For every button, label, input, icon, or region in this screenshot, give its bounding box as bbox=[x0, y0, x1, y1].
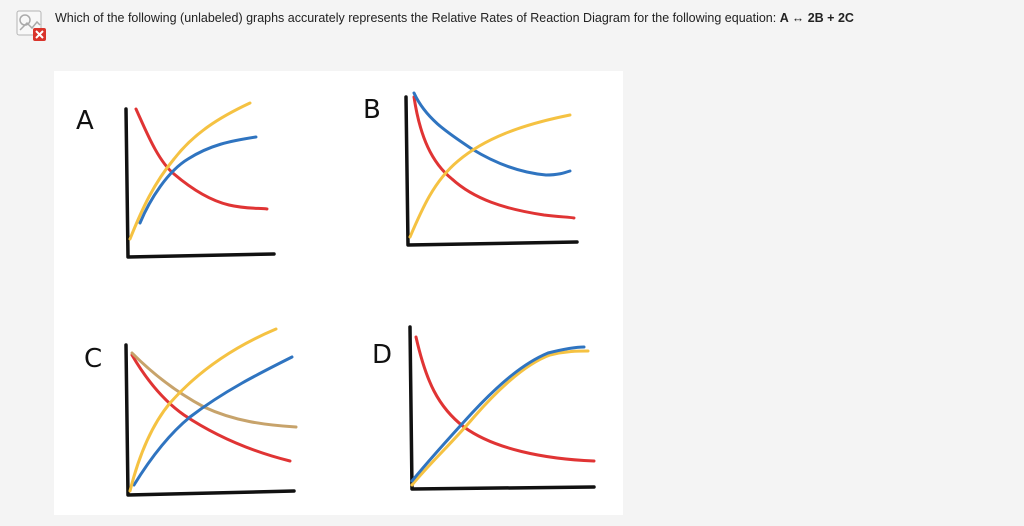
curve-yellow bbox=[128, 101, 252, 241]
question-text: Which of the following (unlabeled) graph… bbox=[55, 11, 854, 25]
axis-lines bbox=[408, 325, 596, 491]
curve-blue bbox=[132, 355, 294, 487]
panel-label-d: D bbox=[372, 340, 392, 370]
panel-c: C bbox=[84, 327, 298, 497]
graphs-svg: A B C bbox=[76, 91, 596, 497]
curve-red bbox=[414, 335, 596, 463]
panel-label-b: B bbox=[363, 95, 381, 125]
axis-lines bbox=[404, 95, 579, 247]
panel-d: D bbox=[372, 325, 596, 491]
question-prompt: Which of the following (unlabeled) graph… bbox=[55, 11, 777, 25]
broken-image-icon bbox=[16, 10, 48, 44]
red-x-icon bbox=[33, 28, 46, 41]
curve-blue bbox=[412, 91, 572, 177]
axis-lines bbox=[124, 343, 296, 497]
curve-yellow bbox=[408, 113, 572, 239]
panel-label-c: C bbox=[84, 344, 102, 374]
reaction-equation: A ↔ 2B + 2C bbox=[779, 11, 854, 25]
curve-red bbox=[130, 353, 292, 463]
curve-blue bbox=[138, 135, 258, 225]
curve-yellow bbox=[128, 327, 278, 493]
panel-b: B bbox=[363, 91, 579, 247]
panel-a: A bbox=[76, 101, 276, 259]
axis-lines bbox=[124, 107, 276, 259]
graphs-figure: A B C bbox=[54, 71, 623, 515]
curve-blue bbox=[410, 345, 586, 483]
curve-yellow bbox=[410, 349, 590, 487]
curve-red bbox=[134, 107, 269, 211]
curve-red bbox=[412, 95, 576, 220]
panel-label-a: A bbox=[76, 106, 94, 136]
